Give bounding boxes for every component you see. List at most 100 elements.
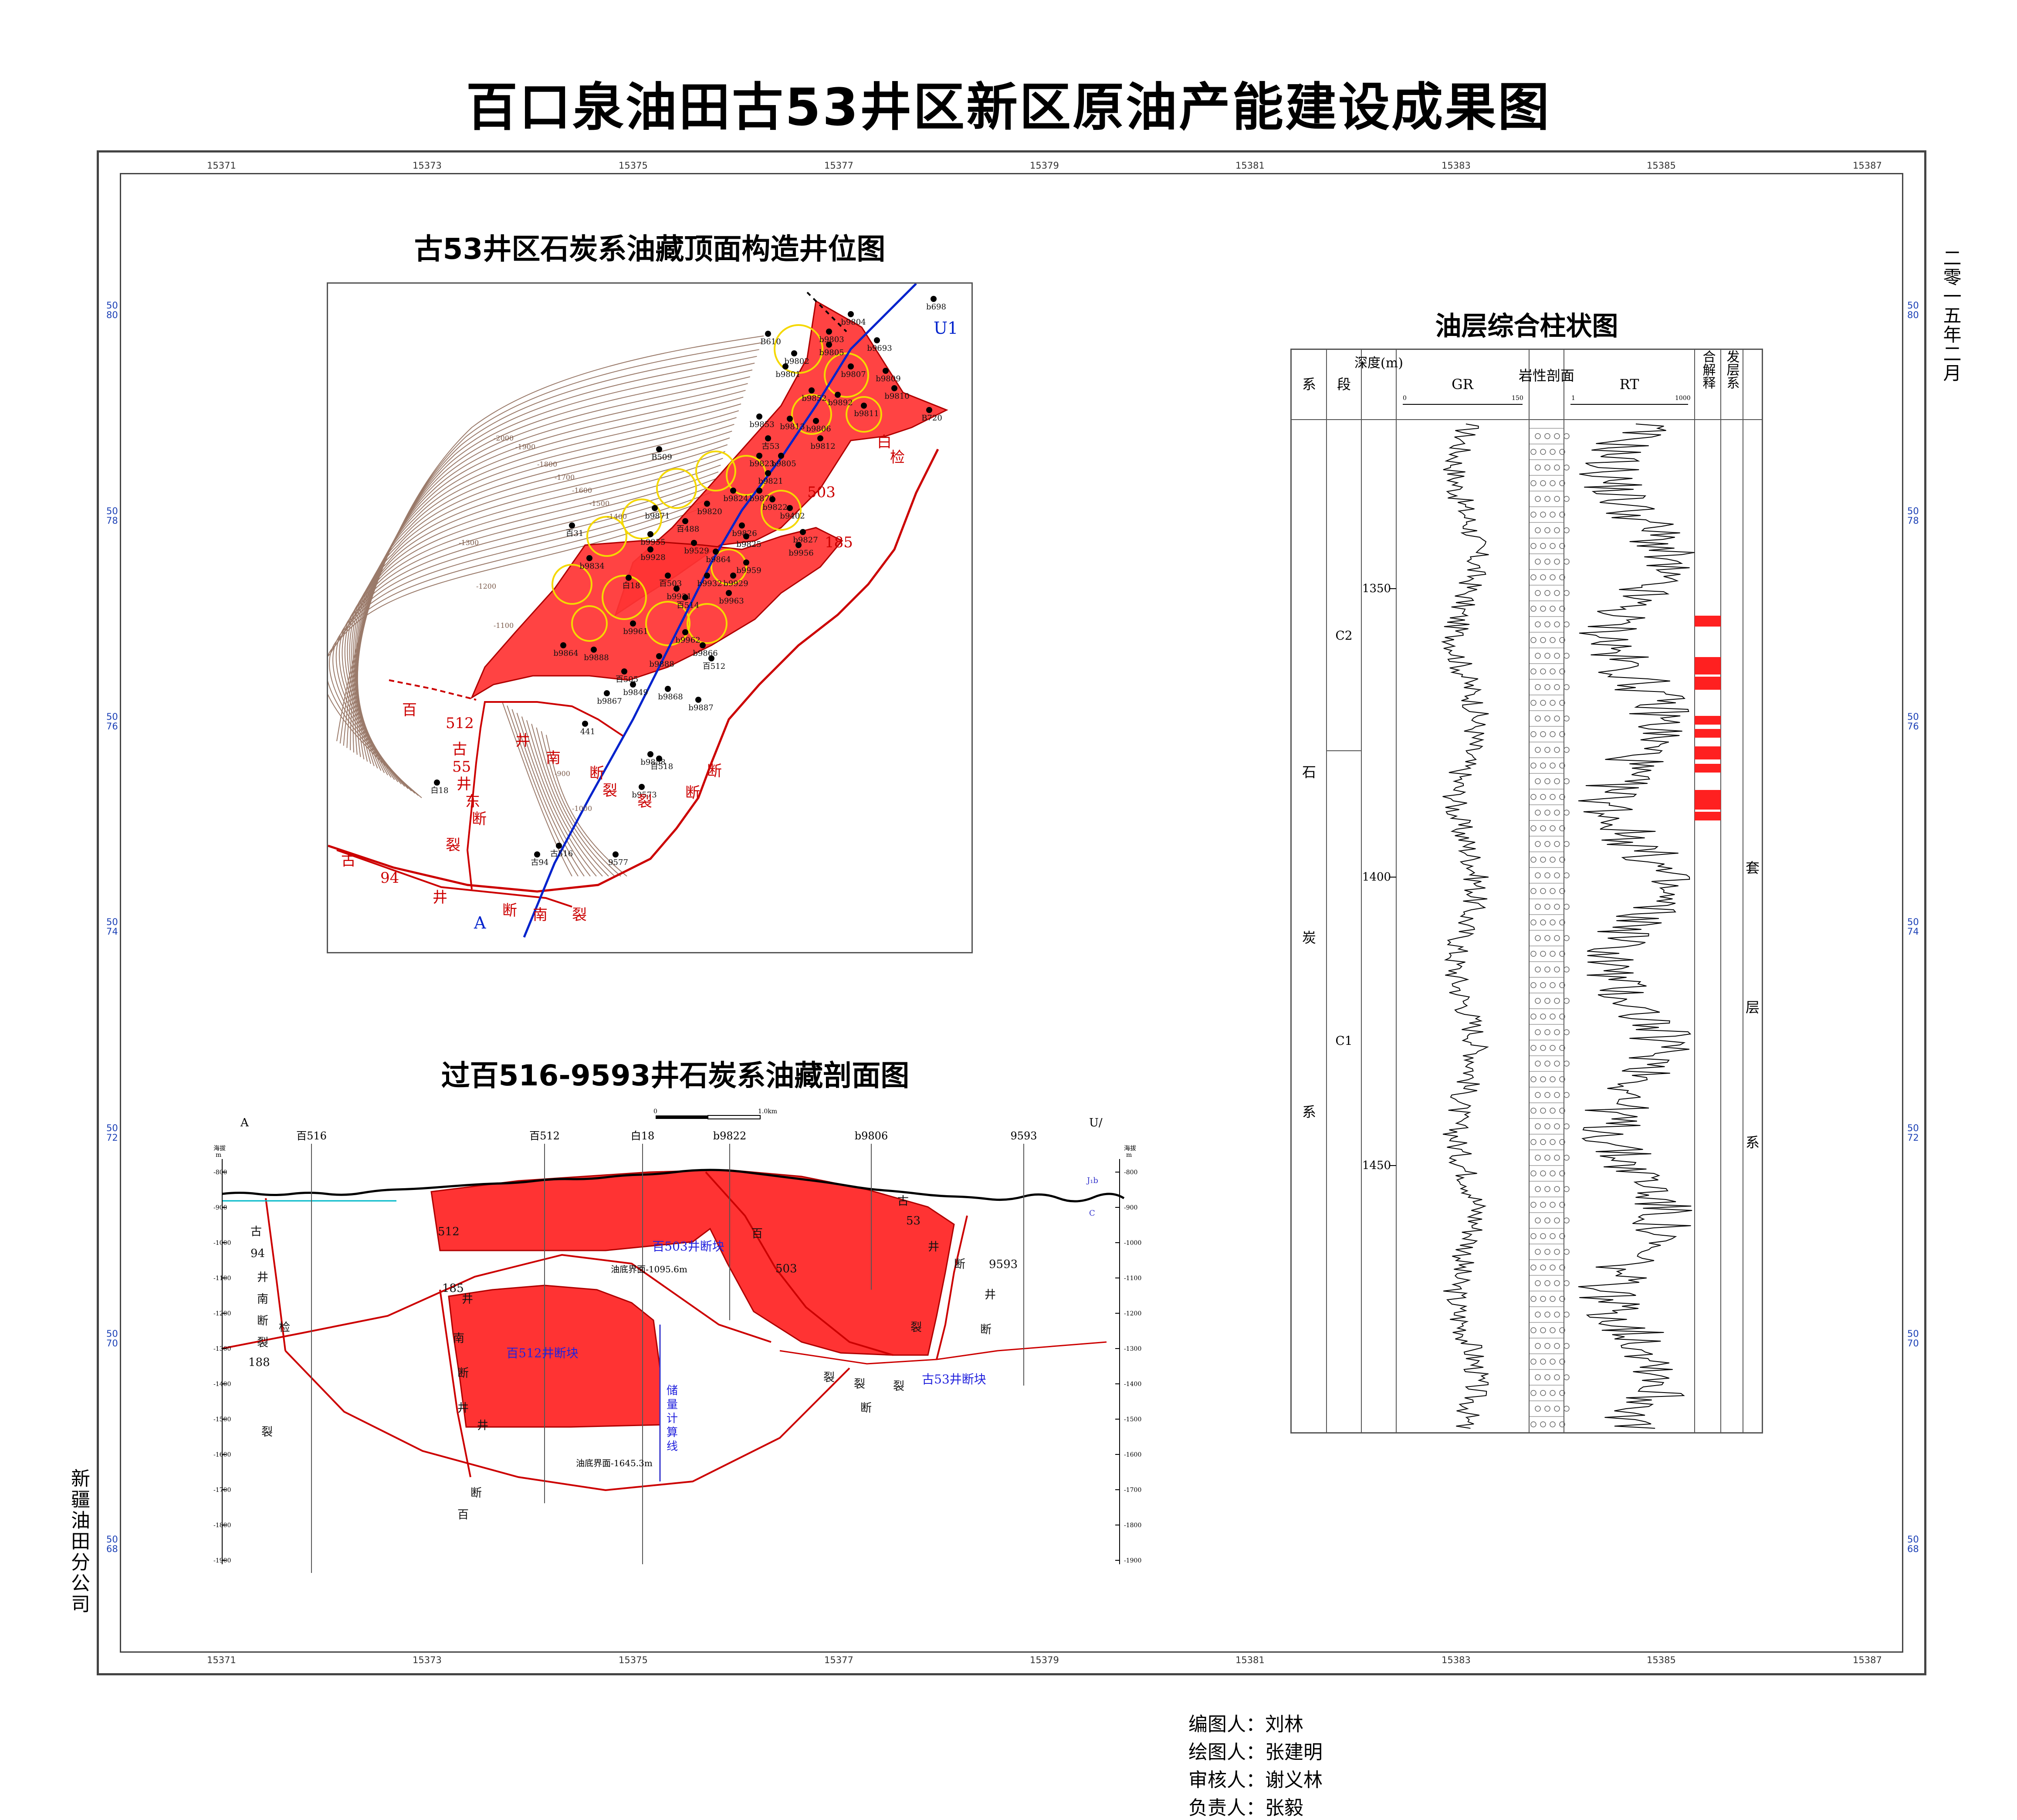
well-dot <box>782 363 789 369</box>
gr-curve <box>1441 424 1489 1429</box>
fault-label: 裂 <box>602 782 617 800</box>
gravel-symbol <box>1540 449 1546 455</box>
gravel-symbol <box>1554 1029 1560 1035</box>
gravel-symbol <box>1564 715 1570 722</box>
well-dot <box>800 529 806 535</box>
structure-map: A U1 -2000 -1900 -1800 -1700 -1600 -1500 -1400… <box>327 282 973 953</box>
gravel-symbol <box>1550 449 1556 455</box>
gravel-symbol <box>1544 684 1550 690</box>
section-fault-512 <box>439 1289 471 1478</box>
well-dot <box>613 851 619 857</box>
oil-base-1: 油底界面-1095.6m <box>611 1264 687 1274</box>
well-label: b9955 <box>640 538 665 547</box>
fault-label: 裂 <box>637 793 652 810</box>
grid-y-label-right: 5078 <box>1907 506 1919 526</box>
well-label: 古516 <box>550 849 573 858</box>
section-fault-label: 裂 <box>910 1321 922 1334</box>
gravel-symbol <box>1550 700 1556 706</box>
gravel-symbol <box>1540 637 1546 643</box>
gravel-symbol <box>1540 1359 1546 1365</box>
contour-line <box>342 464 721 785</box>
gravel-symbol <box>1535 904 1541 910</box>
gravel-symbol <box>1559 512 1565 518</box>
well-label: b9892 <box>828 398 853 407</box>
fault-label: 55 <box>452 758 471 776</box>
log-header: GR <box>1452 376 1474 393</box>
section-fault-label: 185 <box>442 1282 464 1295</box>
well-dot <box>713 549 719 555</box>
gravel-symbol <box>1554 935 1560 941</box>
gravel-symbol <box>1530 543 1536 549</box>
well-dot <box>756 488 762 494</box>
section-fault-9593 <box>936 1215 968 1360</box>
well-label: b9868 <box>658 692 683 702</box>
gravel-symbol <box>1535 715 1541 722</box>
section-fault-94 <box>265 1198 286 1351</box>
reserve-line-label: 计 <box>667 1412 678 1425</box>
section-fault-label: 断 <box>257 1315 268 1328</box>
contour-line <box>355 417 737 769</box>
contour-line <box>545 735 627 877</box>
well-label: b9812 <box>810 442 835 451</box>
outer-frame <box>97 150 1926 1675</box>
well-dot <box>591 647 597 653</box>
gravel-symbol <box>1564 590 1570 596</box>
gravel-symbol <box>1564 1312 1570 1318</box>
gravel-symbol <box>1550 1421 1556 1427</box>
well-dot <box>809 387 815 393</box>
well-dot <box>556 843 562 849</box>
well-dot <box>891 385 897 391</box>
well-points: b698 b9804 B610 b9803 b9805 b9802 b9693 b9801 b9… <box>431 296 946 867</box>
contour-label: -1500 <box>589 499 609 508</box>
axis-title-left: 海拔 <box>213 1145 226 1152</box>
gravel-symbol <box>1535 1217 1541 1224</box>
gravel-symbol <box>1554 1374 1560 1380</box>
unconformity-line <box>222 1169 1125 1203</box>
well-label: 古53 <box>762 442 780 451</box>
well-dot <box>848 363 854 369</box>
depth-tick-right: -1100 <box>1124 1275 1141 1282</box>
gravel-symbol <box>1540 794 1546 800</box>
gravel-symbol <box>1564 966 1570 973</box>
contour-label: -2000 <box>494 434 514 442</box>
fault-label: 井 <box>515 732 530 749</box>
drainage-ring <box>846 396 882 433</box>
gravel-symbol <box>1540 1139 1546 1145</box>
gravel-symbol <box>1535 810 1541 816</box>
well-label: 百488 <box>677 525 699 534</box>
grid-x-label-bottom: 15371 <box>207 1655 236 1665</box>
well-dot <box>604 690 610 696</box>
grid-x-label-top: 15383 <box>1442 160 1471 171</box>
gravel-symbol <box>1559 1013 1565 1020</box>
fault-label: 南 <box>533 906 548 924</box>
well-label: b9822 <box>762 503 787 512</box>
gravel-symbol <box>1554 1280 1560 1286</box>
grid-y-label-right: 5080 <box>1907 300 1919 320</box>
gravel-symbol <box>1559 637 1565 643</box>
section-fault-label: 裂 <box>823 1371 835 1384</box>
gravel-symbol <box>1559 857 1565 863</box>
axis-title-right: 海拔 <box>1124 1145 1136 1152</box>
grid-x-label-bottom: 15381 <box>1235 1655 1265 1665</box>
drainage-ring <box>726 455 767 496</box>
drainage-ring <box>645 601 690 646</box>
well-label: b9529 <box>684 546 709 556</box>
gravel-symbol <box>1544 872 1550 878</box>
fault-label: 断 <box>502 902 517 919</box>
gravel-symbol <box>1540 951 1546 957</box>
grid-x-label-bottom: 15385 <box>1647 1655 1676 1665</box>
section-canvas: AU/01.0km海拔海拔mm-800-800-900-900-1000-100… <box>213 1108 1141 1573</box>
gravel-symbol <box>1544 778 1550 784</box>
gravel-symbol <box>1550 668 1556 674</box>
gravel-symbol <box>1530 1139 1536 1145</box>
well-dot <box>704 573 710 579</box>
gravel-symbol <box>1559 951 1565 957</box>
drainage-ring <box>602 575 647 620</box>
gravel-symbol <box>1559 1202 1565 1208</box>
section-fault-label: 断 <box>860 1402 872 1415</box>
gravel-symbol <box>1544 1092 1550 1098</box>
block-label-503: 百503井断块 <box>652 1239 724 1254</box>
grid-y-label-right: 5072 <box>1907 1123 1919 1143</box>
gravel-symbol <box>1559 1296 1565 1302</box>
section-well-label: 百512 <box>529 1130 560 1142</box>
